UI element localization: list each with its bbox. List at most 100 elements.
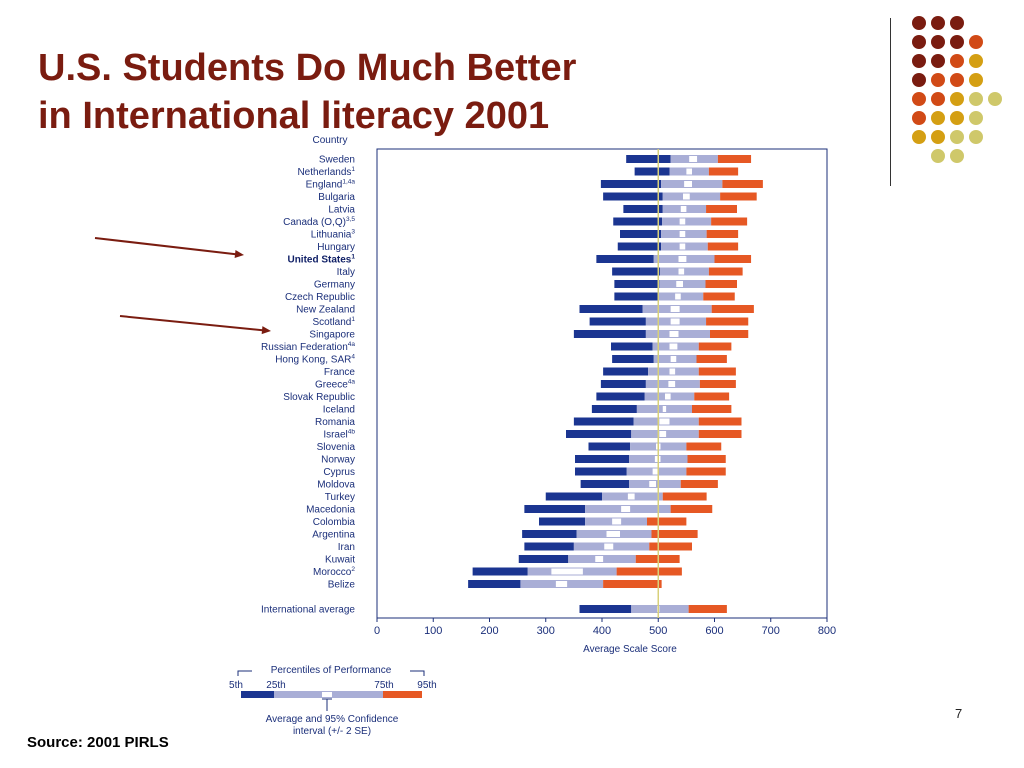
- bar-segment-75th-95th: [692, 405, 732, 413]
- country-label-footnote: 1: [351, 166, 355, 173]
- x-tick-label: 300: [537, 625, 555, 637]
- x-tick-label: 700: [762, 625, 780, 637]
- confidence-interval-marker: [683, 193, 690, 200]
- confidence-interval-marker: [669, 331, 679, 337]
- highlight-arrow-head: [234, 250, 244, 258]
- confidence-interval-marker: [662, 406, 667, 412]
- chart-row: [613, 217, 748, 226]
- x-tick-label: 0: [374, 625, 380, 637]
- chart-row: [623, 205, 737, 213]
- confidence-interval-marker: [612, 518, 622, 525]
- x-tick-label: 500: [649, 625, 667, 637]
- legend-swatch-5th-25th: [241, 691, 274, 698]
- confidence-interval-marker: [606, 531, 620, 537]
- chart-row: [620, 230, 739, 238]
- legend-ci-caption-line-1: Average and 95% Confidence: [266, 714, 399, 725]
- country-label: Singapore: [309, 330, 355, 341]
- country-label: Turkey: [325, 492, 355, 503]
- confidence-interval-marker: [652, 468, 659, 475]
- bar-segment-5th-25th: [614, 280, 660, 288]
- chart-row: [600, 180, 763, 188]
- bar-segment-5th-25th: [613, 217, 663, 226]
- bar-segment-5th-25th: [611, 342, 653, 351]
- bar-segment-25th-75th: [631, 605, 689, 613]
- bar-segment-75th-95th: [722, 180, 763, 188]
- y-axis-title: Country: [312, 135, 347, 146]
- chart-row: [589, 317, 749, 326]
- confidence-interval-marker: [659, 431, 667, 437]
- legend-label: 95th: [417, 680, 436, 691]
- country-label: Czech Republic: [285, 292, 355, 303]
- country-label-footnote: 1,4a: [342, 179, 355, 186]
- bar-segment-75th-95th: [698, 430, 742, 438]
- country-label: Belize: [328, 580, 356, 591]
- chart-row: [611, 342, 732, 351]
- legend-label: 75th: [374, 680, 393, 691]
- country-label: Kuwait: [325, 555, 355, 566]
- bar-segment-75th-95th: [649, 542, 692, 551]
- bar-segment-5th-25th: [573, 330, 646, 338]
- confidence-interval-marker: [595, 556, 604, 562]
- chart-row: [575, 467, 726, 476]
- country-label-footnote: 1: [351, 316, 355, 323]
- bar-segment-5th-25th: [589, 317, 646, 326]
- bar-segment-75th-95th: [703, 292, 735, 301]
- confidence-interval-marker: [604, 543, 614, 550]
- legend-swatch-75th-95th: [383, 691, 422, 698]
- bar-segment-75th-95th: [651, 530, 698, 538]
- country-label: Sweden: [319, 155, 355, 166]
- bar-segment-5th-25th: [591, 405, 637, 413]
- bar-segment-75th-95th: [698, 417, 742, 426]
- bar-segment-75th-95th: [647, 517, 687, 526]
- country-label: Bulgaria: [318, 192, 355, 203]
- country-label: Argentina: [312, 530, 355, 541]
- country-label: Iceland: [323, 405, 355, 416]
- bar-segment-75th-95th: [662, 492, 707, 501]
- legend: Percentiles of Performance 5th 25th 75th 95t…: [229, 665, 437, 737]
- chart-row: [545, 492, 707, 501]
- chart-row: [614, 280, 737, 288]
- slide-title-line-1: U.S. Students Do Much Better: [38, 47, 577, 89]
- country-label: Canada (O,Q)3,5: [283, 216, 355, 228]
- chart-row: [591, 405, 732, 413]
- chart-row: [472, 567, 682, 576]
- confidence-interval-marker: [678, 268, 685, 275]
- bar-segment-5th-25th: [600, 180, 662, 188]
- country-label: Romania: [315, 417, 355, 428]
- bar-segment-75th-95th: [708, 267, 743, 276]
- bar-segment-75th-95th: [698, 342, 732, 351]
- x-tick-label: 600: [705, 625, 723, 637]
- country-label: Germany: [314, 280, 355, 291]
- bar-segment-25th-75th: [662, 217, 712, 226]
- chart-row: [518, 555, 680, 563]
- bar-segment-5th-25th: [612, 355, 654, 363]
- bar-segment-75th-95th: [706, 317, 749, 326]
- bar-segment-75th-95th: [706, 230, 739, 238]
- confidence-interval-marker: [670, 356, 677, 362]
- bar-segment-75th-95th: [711, 305, 754, 313]
- bar-segment-5th-25th: [603, 192, 663, 201]
- decorative-divider-line: [890, 18, 891, 186]
- slide-title: U.S. Students Do Much Better in Internat…: [38, 44, 798, 140]
- country-label: Hong Kong, SAR4: [275, 354, 355, 366]
- country-label: International average: [261, 605, 355, 616]
- legend-swatch-confidence-interval: [322, 692, 332, 697]
- bar-segment-5th-25th: [596, 255, 654, 263]
- country-label: Italy: [337, 267, 355, 278]
- confidence-interval-marker: [649, 481, 656, 487]
- confidence-interval-marker: [679, 218, 686, 225]
- country-label: Macedonia: [306, 505, 355, 516]
- bar-segment-75th-95th: [686, 442, 722, 451]
- country-label-footnote: 4a: [348, 341, 356, 348]
- bar-segment-25th-75th: [662, 192, 721, 201]
- country-label: Greece4a: [315, 379, 355, 391]
- chart-row: [522, 530, 698, 538]
- bar-segment-75th-95th: [696, 355, 727, 363]
- country-label: Colombia: [313, 517, 356, 528]
- country-label-footnote: 2: [351, 566, 355, 573]
- bar-segment-5th-25th: [580, 480, 629, 488]
- country-label: Morocco2: [313, 566, 355, 578]
- bar-segment-5th-25th: [596, 392, 645, 401]
- chart-row: [524, 542, 692, 551]
